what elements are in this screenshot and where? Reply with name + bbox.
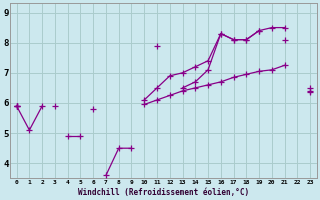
- X-axis label: Windchill (Refroidissement éolien,°C): Windchill (Refroidissement éolien,°C): [78, 188, 249, 197]
